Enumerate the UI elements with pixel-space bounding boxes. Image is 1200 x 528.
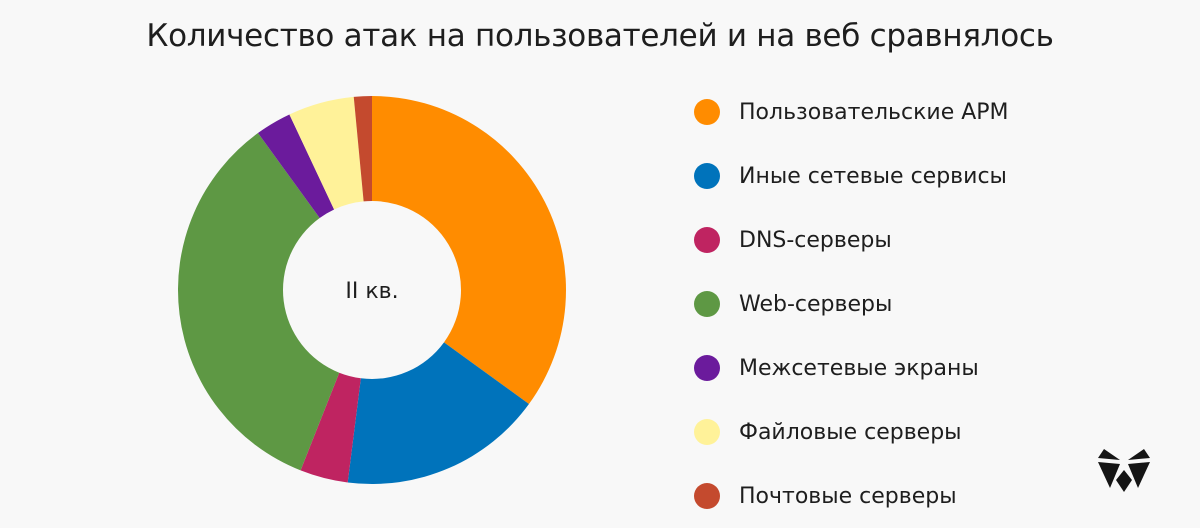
legend-label: Web-серверы <box>739 291 893 317</box>
legend-swatch <box>694 355 720 381</box>
legend-item-4: Межсетевые экраны <box>694 336 1154 400</box>
legend-swatch <box>694 483 720 509</box>
legend-item-5: Файловые серверы <box>694 400 1154 464</box>
legend-item-6: Почтовые серверы <box>694 464 1154 528</box>
legend-item-0: Пользовательские АРМ <box>694 80 1154 144</box>
legend-item-1: Иные сетевые сервисы <box>694 144 1154 208</box>
legend-label: DNS-серверы <box>739 227 892 253</box>
legend-swatch <box>694 291 720 317</box>
legend-label: Файловые серверы <box>739 419 962 445</box>
center-label: II кв. <box>345 279 398 304</box>
donut-slice-4 <box>257 114 335 218</box>
legend-label: Иные сетевые сервисы <box>739 163 1007 189</box>
legend-swatch <box>694 163 720 189</box>
fox-head-icon <box>1098 449 1150 492</box>
legend-label: Почтовые серверы <box>739 483 957 509</box>
legend-item-3: Web-серверы <box>694 272 1154 336</box>
legend-swatch <box>694 227 720 253</box>
legend-label: Межсетевые экраны <box>739 355 979 381</box>
donut-slice-1 <box>347 342 529 484</box>
chart-title: Количество атак на пользователей и на ве… <box>146 18 1054 54</box>
legend-label: Пользовательские АРМ <box>739 99 1009 125</box>
legend-item-2: DNS-серверы <box>694 208 1154 272</box>
donut-slice-3 <box>178 133 340 471</box>
legend: Пользовательские АРМ Иные сетевые сервисы… <box>694 80 1154 528</box>
donut-slices <box>178 96 566 484</box>
donut-slice-5 <box>289 96 364 210</box>
legend-swatch <box>694 99 720 125</box>
donut-slice-0 <box>372 96 566 405</box>
legend-swatch <box>694 419 720 445</box>
donut-slice-2 <box>300 372 361 483</box>
donut-slice-6 <box>353 96 372 202</box>
